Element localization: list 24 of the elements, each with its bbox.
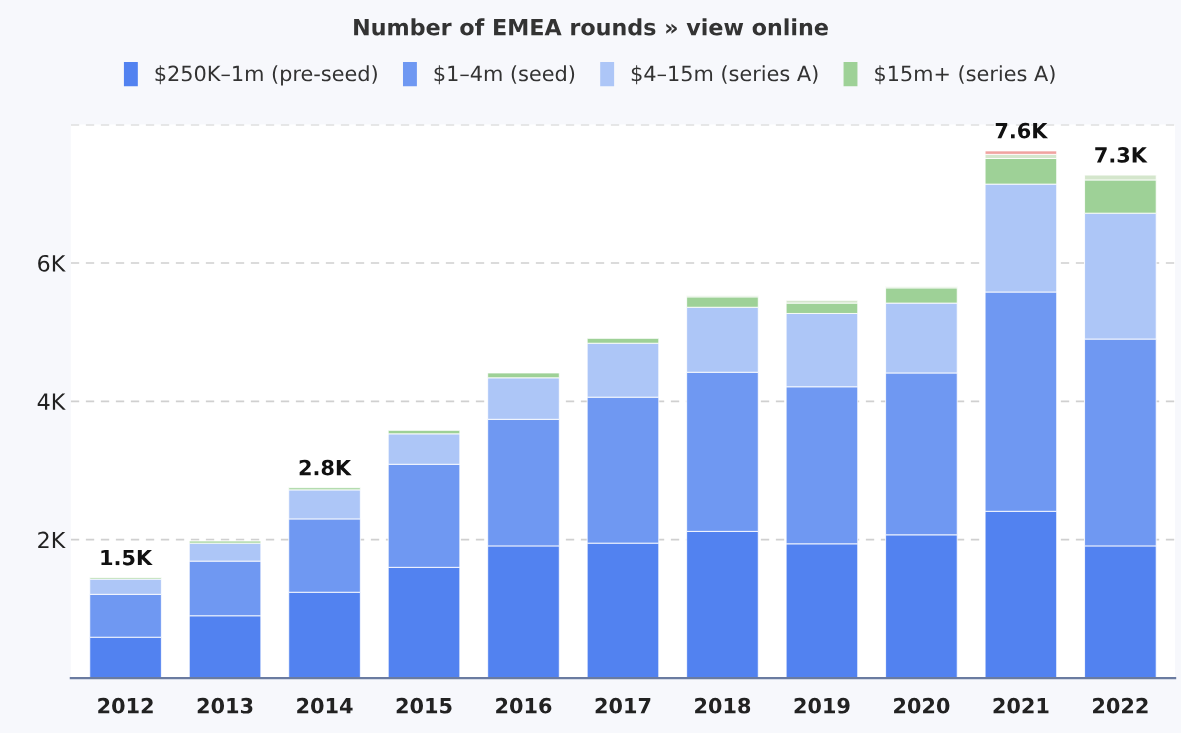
total-label: 1.5K <box>101 549 153 566</box>
total-label: 7.6K <box>995 122 1049 139</box>
total-label: 2.8K <box>299 459 352 476</box>
x-tick-label: 2018 <box>695 697 751 714</box>
y-tick-label: 6K <box>38 254 66 272</box>
x-tick-label: 2015 <box>396 697 452 714</box>
x-tick-label: 2022 <box>1093 697 1148 714</box>
x-tick-label: 2020 <box>894 697 950 714</box>
chart-title: Number of EMEA rounds » view online <box>354 18 828 36</box>
legend-label: $4–15m (series A) <box>631 65 818 85</box>
x-tick-label: 2012 <box>98 697 153 714</box>
y-tick-label: 4K <box>37 393 66 410</box>
total-label: 7.3K <box>1095 147 1148 163</box>
x-tick-label: 2019 <box>794 697 850 714</box>
x-tick-label: 2016 <box>496 697 552 714</box>
x-tick-label: 2013 <box>197 697 253 714</box>
x-tick-label: 2014 <box>297 697 353 714</box>
x-tick-label: 2021 <box>993 697 1049 714</box>
legend-label: $1–4m (seed) <box>434 65 575 85</box>
bar <box>984 150 1058 155</box>
x-tick-label: 2017 <box>595 697 651 714</box>
legend-label: $15m+ (series A) <box>875 65 1055 85</box>
legend-label: $250K–1m (pre-seed) <box>155 65 377 86</box>
y-tick-label: 2K <box>38 531 66 549</box>
